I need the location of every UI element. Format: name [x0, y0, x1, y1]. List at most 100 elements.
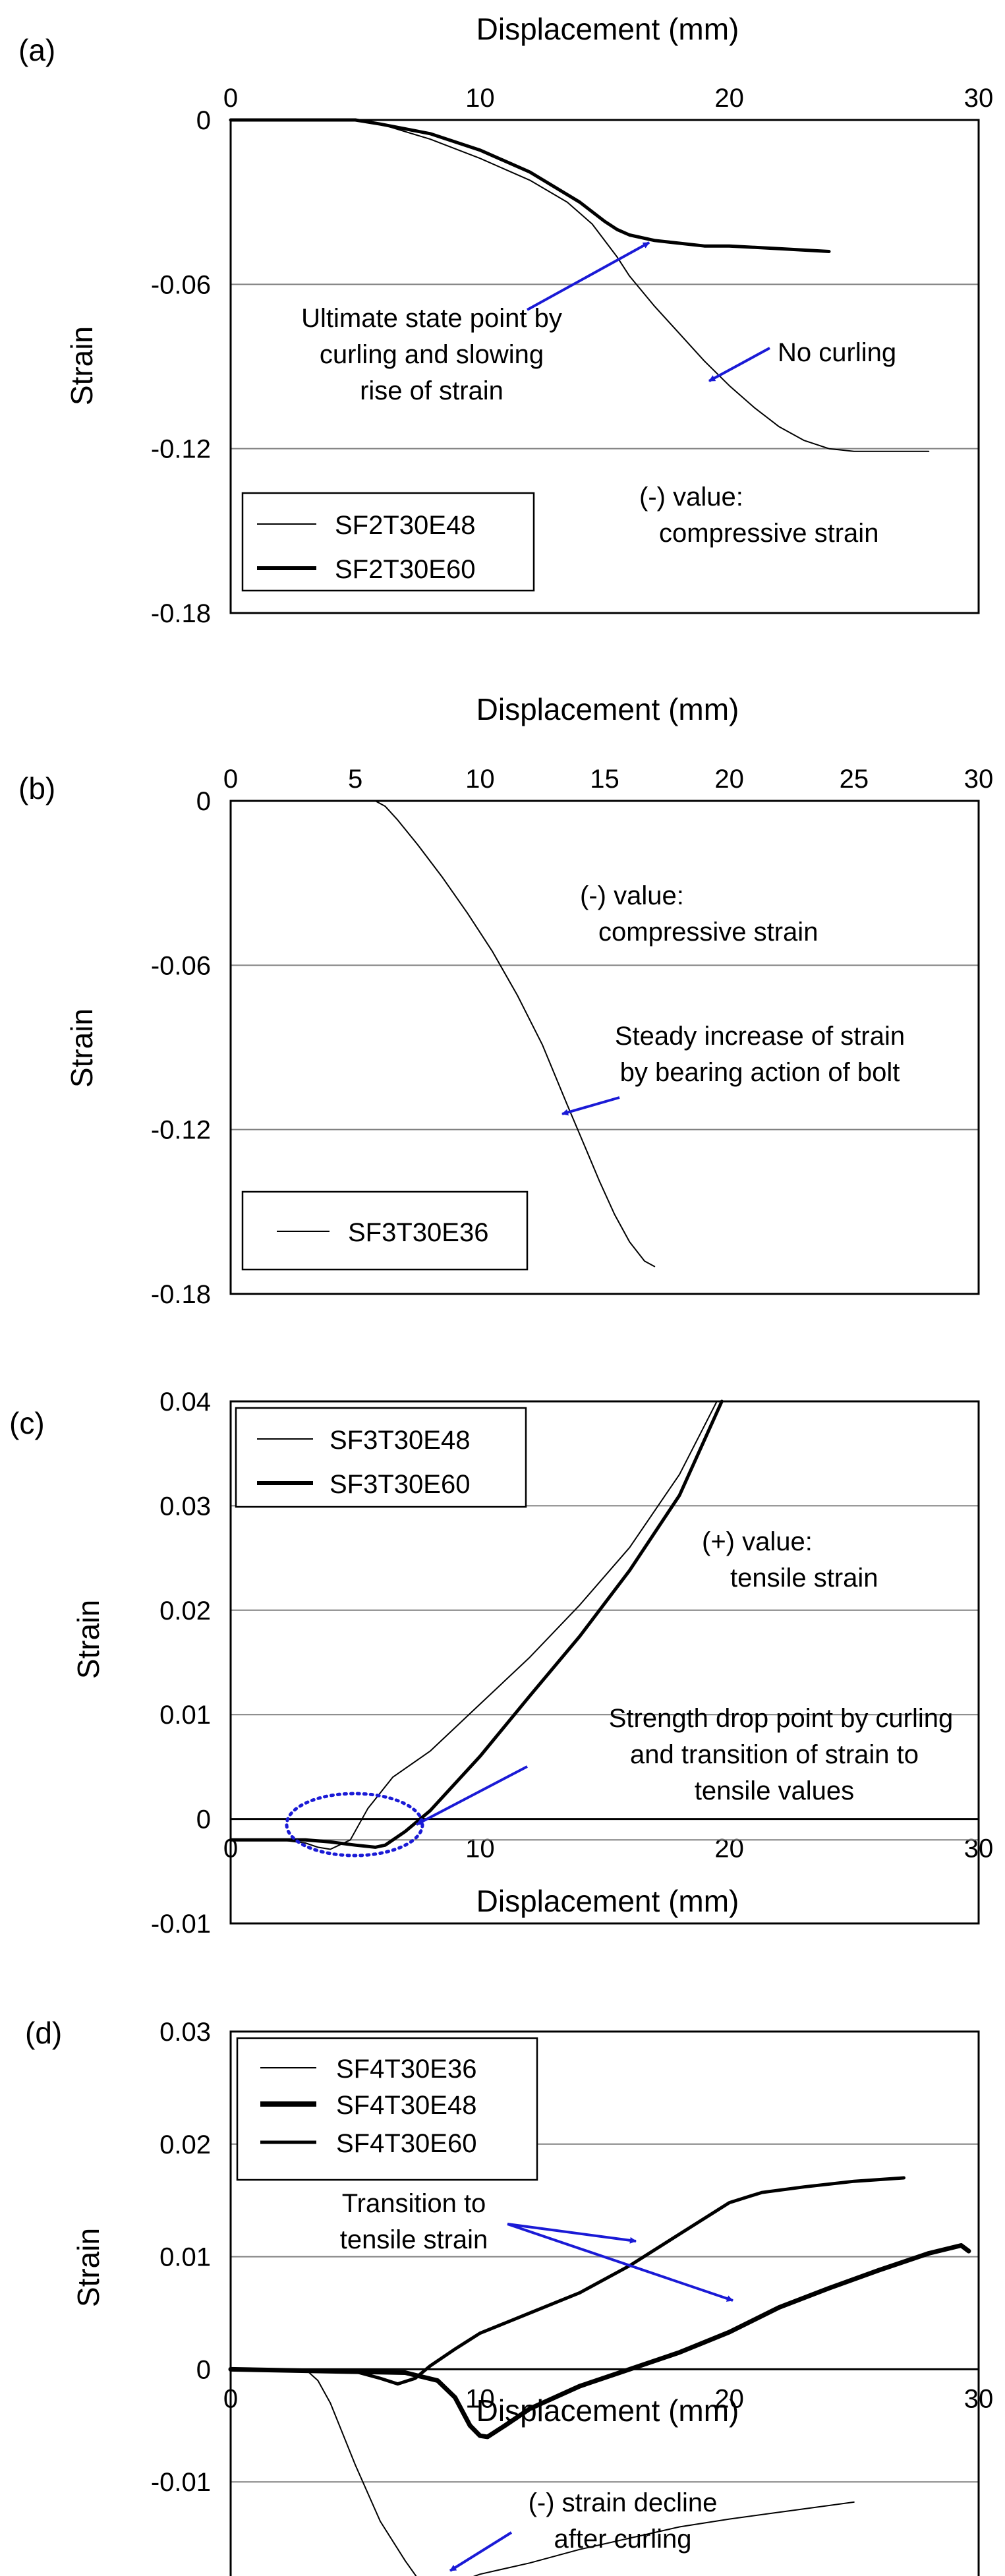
- y-tick-label: 0: [196, 1805, 211, 1834]
- y-tick-label: -0.18: [151, 1280, 211, 1309]
- annotation-line: curling and slowing: [320, 340, 544, 369]
- y-tick-label: -0.12: [151, 435, 211, 464]
- annotation-line: tensile strain: [340, 2225, 488, 2254]
- y-tick-label: -0.12: [151, 1116, 211, 1145]
- annotation-line: Transition to: [342, 2189, 486, 2218]
- annotation-strength-drop: Strength drop point by curling and trans…: [285, 1704, 954, 1858]
- annotation-arrow: [708, 347, 770, 382]
- panel-a-xlabel: Displacement (mm): [476, 12, 739, 46]
- y-tick-label: -0.01: [151, 1910, 211, 1939]
- annotation-line: (-) strain decline: [529, 2488, 718, 2517]
- y-tick-label: 0: [196, 787, 211, 816]
- legend-label: SF3T30E36: [348, 1218, 488, 1247]
- legend-box: [241, 492, 535, 592]
- x-tick-label: 15: [590, 765, 619, 794]
- y-tick-label: 0.02: [159, 2130, 211, 2159]
- panel-a-label: (a): [18, 33, 55, 67]
- legend-label: SF3T30E48: [330, 1426, 470, 1455]
- annotation-compressive-note: (-) value: compressive strain: [580, 881, 818, 947]
- y-tick-label: 0.03: [159, 2018, 211, 2047]
- annotation-arrow: [507, 2223, 637, 2244]
- panel-c-ylabel: Strain: [71, 1600, 105, 1679]
- annotation-arrow: [527, 241, 650, 311]
- panel-b-frame: [229, 800, 980, 1295]
- panel-a-ylabel: Strain: [65, 326, 99, 405]
- panel-c-frame: [229, 1400, 980, 1925]
- y-tick-label: 0.01: [159, 1701, 211, 1730]
- x-tick-label: 20: [714, 84, 744, 113]
- annotation-arrow: [416, 1765, 528, 1826]
- series-line-SF2T30E60: [229, 118, 831, 253]
- curling-region-ellipse: [285, 1792, 424, 1858]
- series-line-SF3T30E48: [230, 1401, 718, 1850]
- y-tick-label: 0.02: [159, 1596, 211, 1625]
- y-tick-label: -0.06: [151, 270, 211, 299]
- x-tick-label: 10: [465, 765, 495, 794]
- series-line-SF4T30E48: [228, 2243, 971, 2440]
- panel-d-legend: SF4T30E36 SF4T30E48 SF4T30E60: [236, 2037, 538, 2181]
- annotation-line: (-) value:: [580, 881, 684, 910]
- series-line-SF2T30E48: [230, 119, 930, 452]
- x-tick-label: 5: [348, 765, 362, 794]
- legend-label: SF2T30E60: [335, 555, 475, 584]
- legend-label: SF4T30E36: [336, 2055, 476, 2084]
- annotation-line: after curling: [554, 2525, 692, 2554]
- x-tick-label: 20: [714, 2384, 744, 2413]
- annotation-tensile-note: (+) value: tensile strain: [702, 1527, 878, 1593]
- x-tick-label: 10: [465, 1834, 495, 1863]
- annotation-arrow: [449, 2531, 513, 2572]
- x-tick-label: 20: [714, 765, 744, 794]
- panel-b-ylabel: Strain: [65, 1009, 99, 1088]
- x-tick-label: 0: [223, 765, 238, 794]
- x-tick-label: 0: [223, 84, 238, 113]
- series-line-SF3T30E36: [374, 800, 656, 1268]
- x-tick-label: 25: [840, 765, 869, 794]
- annotation-line: Ultimate state point by: [301, 304, 562, 333]
- panel-d-frame: [229, 2030, 980, 2576]
- y-tick-label: 0.04: [159, 1388, 211, 1417]
- panel-a-frame: [229, 119, 980, 614]
- panel-c-xlabel: Displacement (mm): [476, 1884, 739, 1918]
- annotation-line: compressive strain: [659, 519, 878, 548]
- y-tick-label: -0.06: [151, 951, 211, 980]
- y-tick-label: 0: [196, 106, 211, 135]
- annotation-line: Steady increase of strain: [615, 1022, 905, 1051]
- panel-d-label: (d): [25, 2016, 62, 2050]
- x-tick-label: 10: [465, 2384, 495, 2413]
- legend-box: [236, 2037, 538, 2181]
- annotation-no-curling: No curling: [708, 338, 896, 382]
- panel-d-ylabel: Strain: [71, 2228, 105, 2307]
- x-tick-label: 30: [964, 84, 994, 113]
- panel-c-legend: SF3T30E48 SF3T30E60: [235, 1407, 527, 1508]
- annotation-line: Strength drop point by curling: [609, 1704, 954, 1733]
- y-tick-label: -0.18: [151, 599, 211, 628]
- y-tick-label: -0.01: [151, 2468, 211, 2497]
- panel-a-legend: SF2T30E48 SF2T30E60: [241, 492, 535, 592]
- y-tick-label: 0: [196, 2355, 211, 2384]
- panel-b: (b) Displacement (mm) Strain 0 5 10 15 20 25 3…: [18, 692, 993, 1309]
- annotation-line: and transition of strain to: [630, 1740, 919, 1769]
- annotation-line: by bearing action of bolt: [620, 1058, 900, 1087]
- panel-b-xlabel: Displacement (mm): [476, 692, 739, 726]
- panel-c-label: (c): [9, 1406, 45, 1440]
- annotation-line: (-) value:: [639, 483, 743, 512]
- series-line-SF4T30E60: [229, 2176, 905, 2386]
- panel-b-legend: SF3T30E36: [241, 1190, 529, 1271]
- series-line-SF4T30E36: [230, 2368, 855, 2576]
- annotation-arrow: [507, 2223, 733, 2302]
- legend-label: SF4T30E60: [336, 2129, 476, 2158]
- annotation-compressive-note: (-) value: compressive strain: [639, 483, 878, 548]
- annotation-steady-increase: Steady increase of strain by bearing act…: [561, 1022, 905, 1116]
- annotation-strain-decline: (-) strain decline after curling: [449, 2488, 718, 2572]
- panel-b-label: (b): [18, 771, 55, 805]
- x-tick-label: 20: [714, 1834, 744, 1863]
- panel-c: (c) Displacement (mm) Strain 0 10 20 300.04…: [9, 1388, 993, 1939]
- legend-label: SF4T30E48: [336, 2091, 476, 2120]
- legend-label: SF2T30E48: [335, 511, 475, 540]
- panel-d-xlabel: Displacement (mm): [476, 2393, 739, 2428]
- annotation-ultimate-state: Ultimate state point by curling and slow…: [301, 241, 650, 405]
- legend-label: SF3T30E60: [330, 1470, 470, 1499]
- legend-box: [235, 1407, 527, 1508]
- annotation-line: tensile strain: [730, 1564, 878, 1593]
